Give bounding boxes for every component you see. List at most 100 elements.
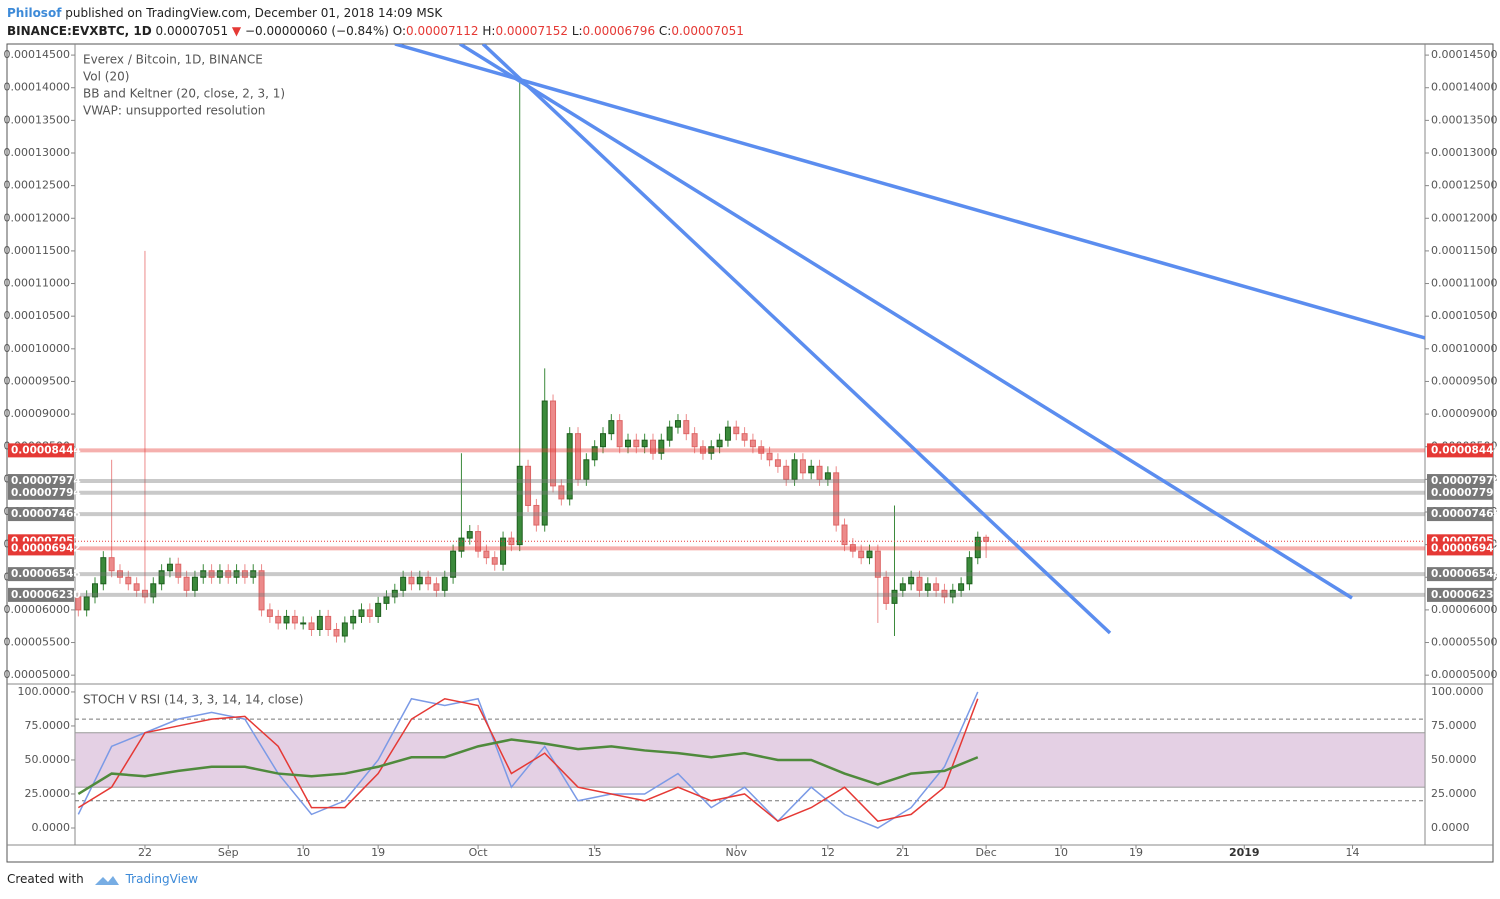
y-tick-label: 0.00009500 [1431,374,1497,387]
candle-body [616,420,623,448]
candle-body [491,557,498,565]
candle-body [316,615,323,630]
candle-body [949,589,956,598]
y-tick-label: 25.0000 [1431,787,1477,800]
stoch-pane [75,691,1425,829]
level-label: 0.00006230 [11,589,81,601]
candle-body [375,602,382,617]
level-label: 0.00006942 [11,542,81,554]
candle-body [741,433,748,441]
candle-body [583,459,590,480]
candle-body [849,544,856,552]
x-tick-label: Sep [218,846,239,859]
candle-body [691,433,698,448]
y-tick-label: 0.0000 [32,821,71,834]
candle-body [641,439,648,448]
candle-body [166,563,173,572]
footer: Created with TradingView [7,872,198,887]
stoch-line [77,738,979,796]
level-label: 0.00007974 [1431,475,1500,487]
candle-body [883,576,890,604]
candle-body [483,550,490,559]
level-label: 0.00007794 [1431,487,1500,499]
candle-body [666,426,673,441]
candle-body [108,557,115,572]
y-tick-label: 0.00010500 [1431,309,1497,322]
level-label-box [1427,587,1493,602]
y-tick-label: 0.00011000 [1431,277,1497,290]
y-tick-label: 0.00009000 [4,407,70,420]
candle-body [525,465,532,506]
candle-body [783,465,790,480]
symbol: BINANCE:EVXBTC, 1D [7,24,152,38]
author[interactable]: Philosof [7,6,62,20]
published: published on TradingView.com, December 0… [65,6,443,20]
candle-body [866,550,873,559]
candle-body [908,576,915,585]
trend-line[interactable] [394,44,1425,340]
candle-body [341,622,348,637]
candle-body [150,583,157,598]
publish-line: Philosof published on TradingView.com, D… [7,4,744,22]
y-tick-label: 0.00014000 [1431,81,1497,94]
x-tick-label: 10 [296,846,310,859]
candle-body [133,583,140,591]
y-tick-label: 0.00006000 [4,603,70,616]
x-tick-label: 19 [1129,846,1143,859]
y-tick-label: 0.00011500 [1431,244,1497,257]
axes: Everex / Bitcoin, 1D, BINANCE Vol (20) BB … [4,48,1500,859]
candle-body [333,628,340,637]
candle-body [216,570,223,578]
candle-body [408,576,415,585]
created-with: Created with [7,872,84,886]
y-tick-label: 0.0000 [1431,821,1470,834]
trend-line[interactable] [481,44,1112,635]
candle-body [933,583,940,591]
candle-body [266,609,273,617]
level-label-box [8,474,74,489]
x-tick-label: 10 [1054,846,1068,859]
logo [94,875,119,885]
candle-body [466,531,473,539]
level-label: 0.00006230 [1431,589,1500,601]
candle-body [308,622,315,630]
candle-body [300,622,307,625]
y-tick-label: 0.00005000 [1431,668,1497,681]
candle-body [716,439,723,448]
y-tick-label: 0.00012000 [1431,211,1497,224]
y-tick-label: 0.00005500 [4,636,70,649]
y-tick-label: 0.00010500 [4,309,70,322]
candle-body [649,439,656,454]
level-label-box [8,443,74,458]
trend-line[interactable] [459,44,1353,600]
y-tick-label: 0.00010000 [1431,342,1497,355]
candle-body [141,589,148,598]
ohlc-value: 0.00007051 [671,24,744,38]
candle-body [558,485,565,500]
candle-body [733,426,740,435]
candle-body [225,570,232,578]
level-label: 0.00007974 [11,475,81,487]
level-label-box [1427,474,1493,489]
candle-body [391,589,398,598]
candle-body [358,609,365,617]
level-label-box [1427,485,1493,500]
candle-body [774,459,781,467]
candle-body [191,576,198,591]
y-tick-label: 0.00005000 [4,668,70,681]
candle-body [125,576,132,585]
y-tick-label: 25.0000 [25,787,71,800]
candle-body [624,439,631,448]
x-tick-label: 14 [1346,846,1360,859]
candle-body [724,426,731,441]
y-tick-label: 0.00012500 [1431,179,1497,192]
price-pane [75,81,1425,643]
candle-body [291,615,298,624]
brand[interactable]: TradingView [125,872,199,886]
candle-body [541,400,548,526]
candle-body [366,609,373,617]
level-label-box [1427,443,1493,458]
candle-body [958,583,965,591]
ohlc-key: H: [482,24,496,38]
